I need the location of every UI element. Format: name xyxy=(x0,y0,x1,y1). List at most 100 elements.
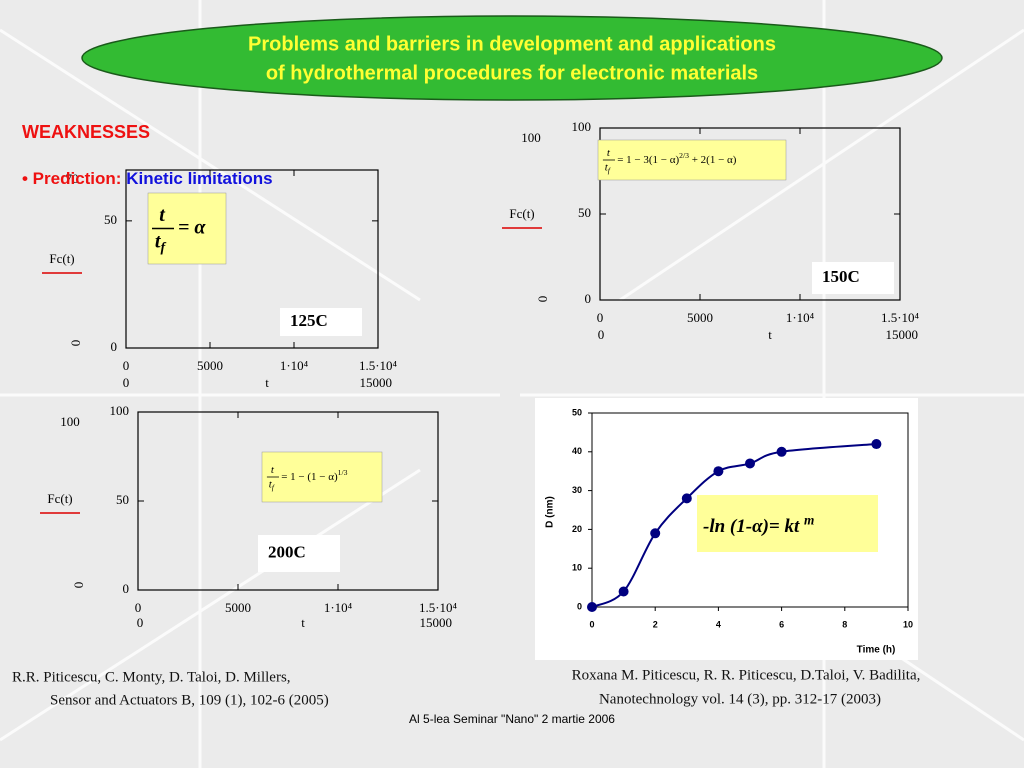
formula-rhs: = 1 − 3(1 − α)2/3 + 2(1 − α) xyxy=(617,151,737,166)
y-tick-label: 100 xyxy=(572,119,592,134)
plot-frame xyxy=(125,169,379,349)
y-range-label: 0 xyxy=(71,582,86,589)
x-range-label: 0 xyxy=(598,327,605,342)
y-tick-label: 40 xyxy=(572,446,582,456)
formula-box xyxy=(597,139,787,181)
section-heading: WEAKNESSES xyxy=(22,122,150,142)
superscript: m xyxy=(804,512,814,527)
data-point xyxy=(650,528,661,539)
y-tick-label: 50 xyxy=(116,492,129,507)
x-tick-label: 1·10⁴ xyxy=(280,358,309,373)
y-tick-label: 50 xyxy=(572,407,582,417)
title-ellipse xyxy=(81,15,943,101)
formula-rhs: = α xyxy=(178,216,206,238)
x-range-label: 15000 xyxy=(420,615,453,630)
data-point xyxy=(587,602,597,612)
y-tick-label: 20 xyxy=(572,524,582,534)
annotation-box xyxy=(697,495,878,552)
y-axis-label: Fc(t) xyxy=(49,251,74,266)
temperature-label: 150C xyxy=(822,267,860,286)
bullet: • Prediction: Kinetic limitations xyxy=(22,169,273,188)
temperature-box xyxy=(258,535,340,572)
x-axis-label: t xyxy=(768,327,772,342)
x-tick-label: 1.5·10⁴ xyxy=(881,310,920,325)
plot-frame xyxy=(591,412,909,608)
title: of hydrothermal procedures for electroni… xyxy=(266,62,758,84)
x-tick-label: 5000 xyxy=(687,310,713,325)
y-tick-label: 10 xyxy=(572,563,582,573)
reference: Nanotechnology vol. 14 (3), pp. 312-17 (… xyxy=(599,691,881,707)
y-axis-label: Fc(t) xyxy=(509,206,534,221)
data-point xyxy=(871,439,882,450)
data-point xyxy=(713,466,724,477)
superscript: 1/3 xyxy=(338,468,348,477)
x-range-label: 15000 xyxy=(886,327,919,342)
y-range-label: 0 xyxy=(535,296,550,303)
formula-denominator: tf xyxy=(605,161,612,175)
footer: Al 5-lea Seminar "Nano" 2 martie 2006 xyxy=(409,712,615,726)
formula-text: = 1 − 3(1 − α) xyxy=(617,154,679,166)
reference: Sensor and Actuators B, 109 (1), 102-6 (… xyxy=(50,692,329,708)
data-point xyxy=(681,493,692,504)
x-tick-label: 1.5·10⁴ xyxy=(419,600,458,615)
x-tick-label: 8 xyxy=(842,619,847,629)
subscript: f xyxy=(608,166,612,175)
x-tick-label: 2 xyxy=(653,619,658,629)
formula-numerator: t xyxy=(159,204,166,226)
y-tick-label: 50 xyxy=(578,205,591,220)
x-tick-label: 6 xyxy=(779,619,784,629)
formula-den-text: t xyxy=(605,161,609,173)
x-tick-label: 1.5·10⁴ xyxy=(359,358,398,373)
y-tick-label: 30 xyxy=(572,485,582,495)
y-tick-label: 0 xyxy=(585,291,592,306)
reference: R.R. Piticescu, C. Monty, D. Taloi, D. M… xyxy=(12,669,291,685)
x-range-label: 15000 xyxy=(360,375,393,390)
formula-denominator: tf xyxy=(269,478,276,492)
x-axis-label: t xyxy=(265,375,269,390)
title: Problems and barriers in development and… xyxy=(248,33,776,55)
bullet-highlight: Kinetic limitations xyxy=(126,169,272,188)
x-tick-label: 4 xyxy=(716,619,721,629)
subscript: f xyxy=(160,241,166,256)
y-range-label: 100 xyxy=(60,414,80,429)
data-point xyxy=(776,446,787,457)
x-tick-label: 5000 xyxy=(197,358,223,373)
x-tick-label: 0 xyxy=(135,600,142,615)
x-tick-label: 10 xyxy=(903,619,913,629)
formula-text: + 2(1 − α) xyxy=(689,154,737,166)
formula-rhs: = 1 − (1 − α)1/3 xyxy=(281,468,347,483)
y-tick-label: 0 xyxy=(123,581,130,596)
formula-den-text: t xyxy=(155,230,162,252)
formula-den-text: t xyxy=(269,478,273,490)
y-tick-label: 0 xyxy=(111,339,118,354)
temperature-box xyxy=(280,308,362,336)
subscript: f xyxy=(272,483,276,492)
data-point xyxy=(618,586,629,597)
annotation: -ln (1-α)= kt m xyxy=(703,512,814,537)
reference: Roxana M. Piticescu, R. R. Piticescu, D.… xyxy=(572,667,921,683)
x-tick-label: 1·10⁴ xyxy=(786,310,815,325)
temperature-label: 125C xyxy=(290,311,328,330)
bullet-text: • Prediction: xyxy=(22,169,126,188)
y-range-label: 70 xyxy=(66,171,79,186)
y-axis-label: D (nm) xyxy=(545,496,556,528)
x-tick-label: 0 xyxy=(123,358,130,373)
y-axis-label: Fc(t) xyxy=(47,491,72,506)
x-range-label: 0 xyxy=(123,375,130,390)
y-range-label: 100 xyxy=(521,130,541,145)
x-range-label: 0 xyxy=(137,615,144,630)
y-tick-label: 100 xyxy=(110,403,130,418)
formula-denominator: tf xyxy=(155,230,167,256)
formula-numerator: t xyxy=(607,147,611,159)
temperature-box xyxy=(812,262,894,294)
y-range-label: 0 xyxy=(68,340,83,347)
formula-text: = α xyxy=(178,216,206,238)
temperature-label: 200C xyxy=(268,542,306,561)
y-tick-label: 0 xyxy=(577,601,582,611)
y-tick-label: 50 xyxy=(104,212,117,227)
x-axis-label: Time (h) xyxy=(857,645,896,656)
superscript: 2/3 xyxy=(679,151,689,160)
